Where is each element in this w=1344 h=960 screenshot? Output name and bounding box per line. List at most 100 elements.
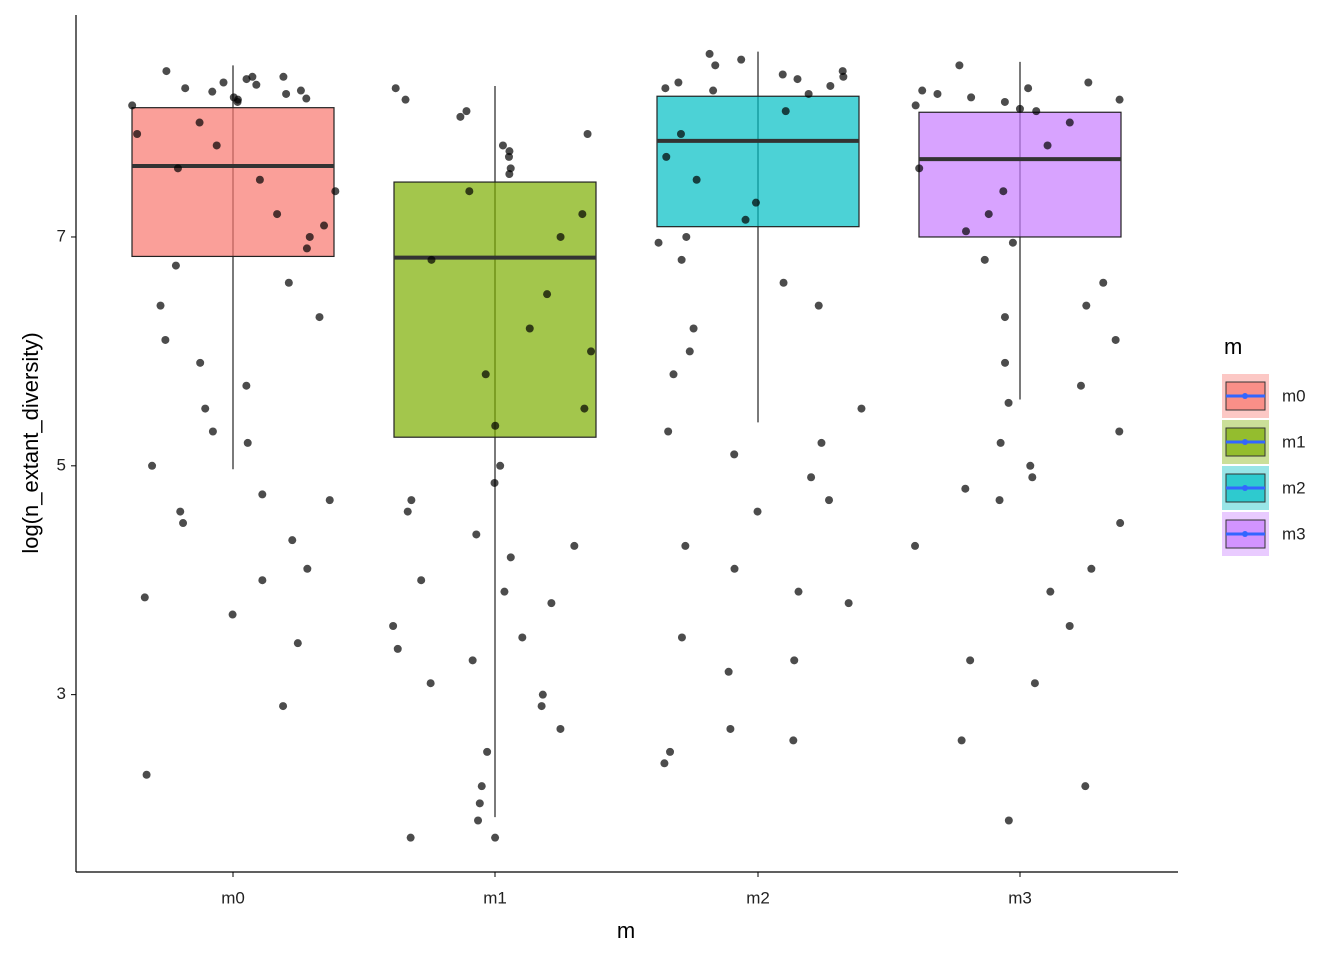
- point: [426, 679, 435, 688]
- point: [751, 198, 760, 207]
- point: [814, 301, 823, 310]
- point: [148, 461, 157, 470]
- point: [1065, 621, 1074, 630]
- point: [427, 255, 436, 264]
- point: [807, 473, 816, 482]
- point: [664, 427, 673, 436]
- point: [556, 232, 565, 241]
- point: [984, 210, 993, 219]
- point: [472, 530, 481, 539]
- point: [518, 633, 527, 642]
- point: [654, 238, 663, 247]
- point: [587, 347, 596, 356]
- point: [474, 816, 483, 825]
- point: [1026, 461, 1035, 470]
- point: [156, 301, 165, 310]
- point: [681, 541, 690, 550]
- point: [660, 759, 669, 768]
- point: [505, 147, 514, 156]
- point: [212, 141, 221, 150]
- point: [273, 210, 282, 219]
- point: [296, 86, 305, 95]
- point: [741, 215, 750, 224]
- point: [580, 404, 589, 413]
- point: [676, 129, 685, 138]
- point: [1115, 95, 1124, 104]
- point: [1032, 107, 1041, 116]
- point: [844, 599, 853, 608]
- point: [242, 381, 251, 390]
- point: [825, 496, 834, 505]
- point: [961, 484, 970, 493]
- point: [794, 587, 803, 596]
- point: [737, 55, 746, 64]
- point: [475, 799, 484, 808]
- y-tick-label: 7: [57, 226, 66, 245]
- point: [284, 278, 293, 287]
- point: [233, 97, 242, 106]
- point: [804, 89, 813, 98]
- legend-key-dot: [1242, 531, 1248, 537]
- point: [496, 461, 505, 470]
- point: [401, 95, 410, 104]
- x-tick-label: m2: [746, 888, 770, 907]
- point: [662, 152, 671, 161]
- point: [407, 496, 416, 505]
- point: [1015, 104, 1024, 113]
- y-tick-label: 3: [57, 684, 66, 703]
- point: [1115, 427, 1124, 436]
- point: [570, 541, 579, 550]
- point: [228, 610, 237, 619]
- point: [996, 438, 1005, 447]
- point: [302, 244, 311, 253]
- point: [1065, 118, 1074, 127]
- point: [705, 49, 714, 58]
- point: [142, 770, 151, 779]
- point: [1028, 473, 1037, 482]
- point: [778, 70, 787, 79]
- point: [1081, 782, 1090, 791]
- point: [1004, 816, 1013, 825]
- legend-key-dot: [1242, 393, 1248, 399]
- point: [176, 507, 185, 516]
- point: [506, 553, 515, 562]
- point: [724, 667, 733, 676]
- point: [498, 141, 507, 150]
- point: [1084, 78, 1093, 87]
- point: [490, 478, 499, 487]
- point: [857, 404, 866, 413]
- point: [179, 519, 188, 528]
- point: [709, 86, 718, 95]
- point: [1111, 335, 1120, 344]
- point: [288, 536, 297, 545]
- point: [957, 736, 966, 745]
- point: [1099, 278, 1108, 287]
- point: [711, 61, 720, 70]
- point: [839, 72, 848, 81]
- point: [674, 78, 683, 87]
- point: [181, 84, 190, 93]
- point: [243, 438, 252, 447]
- point: [911, 541, 920, 550]
- box: [656, 95, 860, 228]
- point: [999, 187, 1008, 196]
- point: [538, 690, 547, 699]
- point: [462, 107, 471, 116]
- legend-key-dot: [1242, 439, 1248, 445]
- x-tick-label: m0: [221, 888, 245, 907]
- point: [961, 227, 970, 236]
- point: [661, 84, 670, 93]
- legend-label: m1: [1282, 432, 1306, 451]
- point: [967, 93, 976, 102]
- point: [258, 490, 267, 499]
- point: [1001, 358, 1010, 367]
- x-axis-title: m: [617, 918, 635, 943]
- point: [201, 404, 210, 413]
- point: [258, 576, 267, 585]
- point: [1043, 141, 1052, 150]
- point: [955, 61, 964, 70]
- point: [481, 370, 490, 379]
- point: [305, 232, 314, 241]
- point: [195, 118, 204, 127]
